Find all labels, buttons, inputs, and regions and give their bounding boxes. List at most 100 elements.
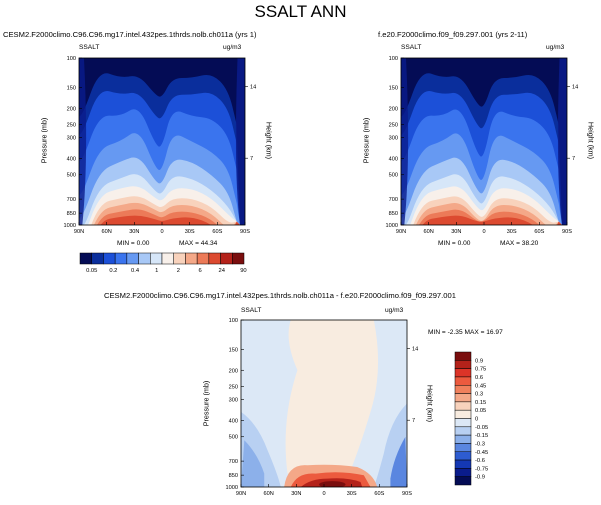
lat-tick-label: 60S	[212, 229, 222, 235]
panel-title-top-right: f.e20.F2000climo.f09_f09.297.001 (yrs 2-…	[378, 30, 528, 39]
left-wall	[79, 58, 87, 225]
pressure-tick-label: 100	[229, 318, 238, 324]
pressure-tick-label: 150	[229, 347, 238, 353]
colorbar-bottom-label: 0.9	[475, 358, 483, 364]
lat-tick-label: 0	[322, 491, 325, 497]
colorbar-bottom-box	[454, 376, 472, 386]
lat-tick-label: 90N	[396, 229, 406, 235]
lat-tick-label: 30N	[291, 491, 301, 497]
lat-tick-label: 0	[160, 229, 163, 235]
lat-tick-label: 30S	[507, 229, 517, 235]
lat-tick-label: 60N	[424, 229, 434, 235]
var-label-top-left: SSALT	[79, 44, 100, 51]
colorbar-top-box	[79, 252, 92, 265]
pressure-tick-label: 1000	[226, 485, 238, 491]
height-tick-label: 7	[572, 156, 575, 162]
pressure-tick-label: 200	[229, 368, 238, 374]
lat-tick-label: 90N	[74, 229, 84, 235]
colorbar-bottom-label: -0.05	[475, 425, 488, 431]
colorbar-top-box	[103, 252, 116, 265]
pressure-tick-label: 300	[67, 136, 76, 142]
lat-tick-label: 30S	[347, 491, 357, 497]
max-label-top-right: MAX = 38.20	[500, 240, 539, 247]
colorbar-top-box	[208, 252, 221, 265]
pressure-tick-label: 700	[67, 197, 76, 203]
colorbar-bottom-label: 0.6	[475, 375, 483, 381]
colorbar-bottom-label: -0.75	[475, 466, 488, 472]
pressure-tick-label: 400	[67, 157, 76, 163]
pressure-tick-label: 500	[229, 435, 238, 441]
lat-tick-label: 30N	[129, 229, 139, 235]
colorbar-top-label: 0.4	[131, 268, 140, 274]
pressure-tick-label: 200	[389, 106, 398, 112]
colorbar-top-box	[126, 252, 139, 265]
pressure-tick-label: 700	[229, 459, 238, 465]
colorbar-top-label: 0.2	[109, 268, 117, 274]
max-label-top-left: MAX = 44.34	[179, 240, 218, 247]
pressure-tick-label: 850	[67, 211, 76, 217]
colorbar-bottom-label: -0.6	[475, 458, 485, 464]
minmax-label-bottom: MIN = -2.35 MAX = 16.97	[428, 329, 503, 336]
colorbar-bottom-box	[454, 426, 472, 436]
pressure-tick-label: 150	[67, 85, 76, 91]
colorbar-top-box	[220, 252, 233, 265]
units-label-top-left: ug/m3	[223, 44, 242, 51]
colorbar-bottom-box	[454, 443, 472, 452]
pressure-tick-label: 200	[67, 106, 76, 112]
colorbar-bottom-box	[454, 351, 472, 361]
pressure-tick-label: 100	[389, 56, 398, 62]
pressure-tick-label: 1000	[386, 223, 398, 229]
lat-tick-label: 30S	[185, 229, 195, 235]
colorbar-top-box	[196, 252, 210, 265]
colorbar-top-label: 6	[198, 268, 201, 274]
pressure-tick-label: 850	[229, 473, 238, 479]
neg-lobe-right-2	[390, 436, 407, 487]
colorbar-bottom-label: -0.15	[475, 433, 488, 439]
colorbar-top-label: 1	[155, 268, 158, 274]
height-tick-label: 14	[250, 84, 256, 90]
height-tick-label: 7	[412, 418, 415, 424]
pressure-tick-label: 1000	[64, 223, 76, 229]
right-wall	[235, 58, 245, 225]
colorbar-top-label: 2	[177, 268, 180, 274]
colorbar-top-box	[91, 252, 104, 265]
colorbar-top-label: 24	[219, 268, 226, 274]
right-wall	[557, 58, 567, 225]
colorbar-bottom-box	[454, 468, 472, 477]
lat-tick-label: 60S	[374, 491, 384, 497]
pressure-tick-label: 250	[229, 384, 238, 390]
panel-title-bottom: CESM2.F2000climo.C96.C96.mg17.intel.432p…	[104, 291, 456, 300]
colorbar-top-box	[114, 252, 128, 265]
pos-core	[319, 481, 346, 487]
lat-tick-label: 60N	[102, 229, 112, 235]
page-title: SSALT ANN	[254, 2, 347, 21]
colorbar-bottom-label: 0.45	[475, 383, 486, 389]
colorbar-bottom-label: -0.3	[475, 441, 485, 447]
pressure-tick-label: 850	[389, 211, 398, 217]
colorbar-bottom-box	[454, 360, 472, 369]
units-label-bottom: ug/m3	[385, 307, 404, 314]
pressure-tick-label: 100	[67, 56, 76, 62]
colorbar-top-box	[150, 252, 163, 265]
pressure-tick-label: 300	[389, 136, 398, 142]
colorbar-top-box	[138, 252, 151, 265]
colorbar-bottom-box	[454, 451, 472, 461]
pressure-tick-label: 400	[389, 157, 398, 163]
colorbar-bottom-label: 0.3	[475, 392, 483, 398]
colorbar-bottom-box	[454, 368, 472, 378]
lat-tick-label: 30N	[451, 229, 461, 235]
colorbar-bottom-box	[454, 434, 472, 444]
colorbar-bottom-box	[454, 476, 472, 486]
pressure-tick-label: 150	[389, 85, 398, 91]
lat-tick-label: 60N	[264, 491, 274, 497]
height-tick-label: 14	[412, 346, 418, 352]
lat-tick-label: 60S	[534, 229, 544, 235]
colorbar-bottom-box	[454, 401, 472, 411]
var-label-bottom: SSALT	[241, 307, 262, 314]
min-label-top-left: MIN = 0.00	[117, 240, 150, 247]
units-label-top-right: ug/m3	[546, 44, 565, 51]
contour-panel-bottom: 100 150 200 250 300 400 500 700 850 1000 14 7 90N 60N…	[226, 318, 419, 497]
lat-tick-label: 90S	[402, 491, 412, 497]
contour-layer-10	[79, 215, 241, 225]
